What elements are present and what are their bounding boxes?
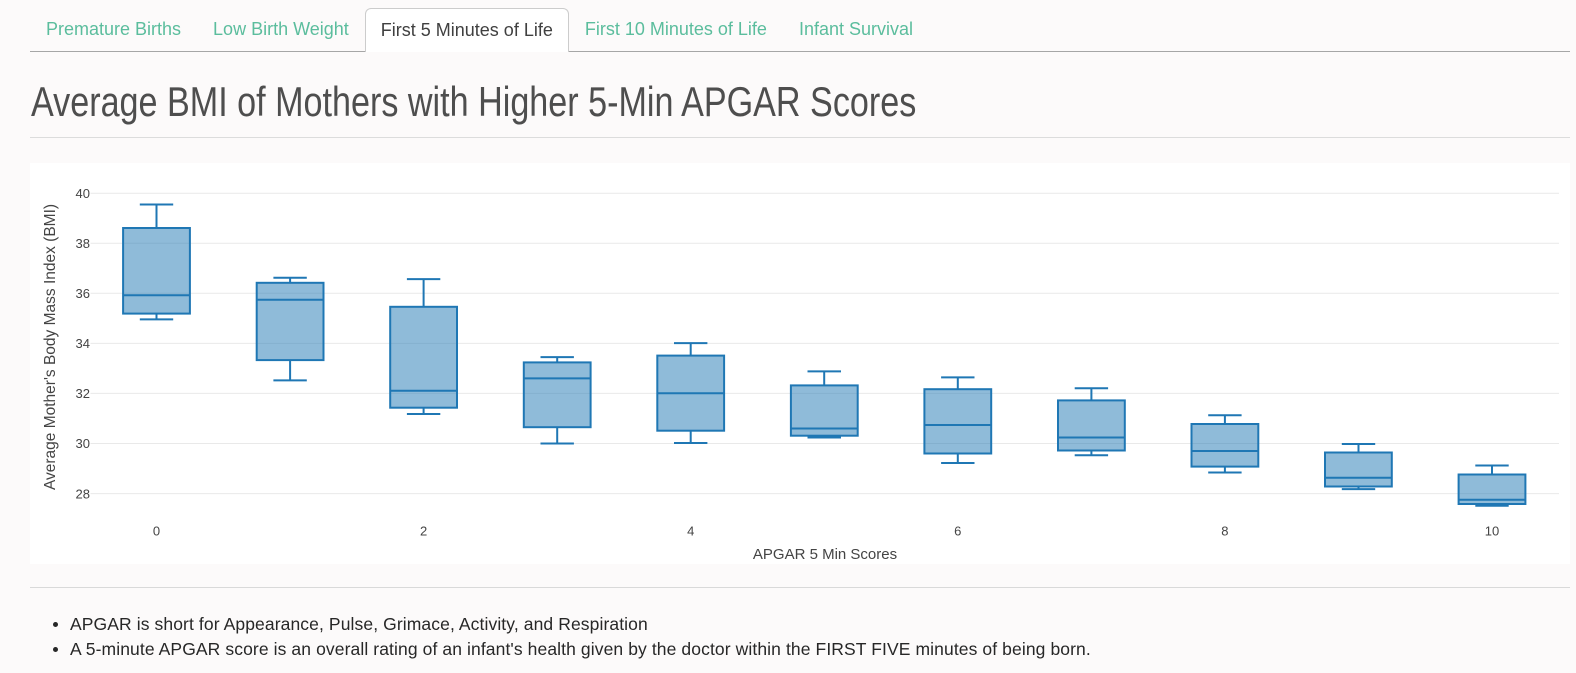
svg-text:8: 8 (1221, 524, 1228, 539)
svg-text:0: 0 (153, 524, 160, 539)
svg-text:32: 32 (76, 386, 90, 401)
svg-text:Average Mother's Body Mass Ind: Average Mother's Body Mass Index (BMI) (42, 204, 59, 490)
svg-text:36: 36 (76, 286, 90, 301)
svg-text:2: 2 (420, 524, 427, 539)
svg-text:34: 34 (76, 336, 90, 351)
svg-text:38: 38 (76, 236, 90, 251)
svg-text:10: 10 (1485, 524, 1499, 539)
svg-text:28: 28 (76, 486, 90, 501)
svg-text:40: 40 (76, 186, 90, 201)
svg-text:APGAR 5 Min Scores: APGAR 5 Min Scores (753, 546, 897, 563)
svg-text:6: 6 (954, 524, 961, 539)
svg-text:30: 30 (76, 436, 90, 451)
svg-text:4: 4 (687, 524, 694, 539)
